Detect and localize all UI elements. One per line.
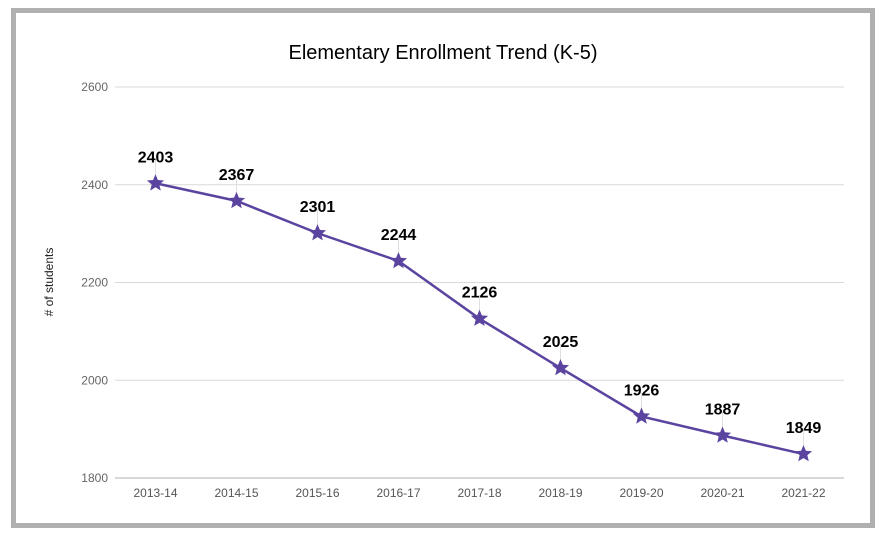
- data-label: 2244: [381, 227, 417, 244]
- y-tick-label: 1800: [81, 471, 108, 485]
- y-axis-label: # of students: [42, 248, 56, 317]
- data-label: 2367: [219, 167, 255, 184]
- y-tick-label: 2000: [81, 373, 108, 387]
- data-label: 2301: [300, 199, 336, 216]
- data-label: 1849: [786, 420, 822, 437]
- y-tick-label: 2200: [81, 276, 108, 290]
- data-point-star: [227, 191, 246, 209]
- data-point-star: [551, 359, 570, 376]
- x-tick-label: 2018-19: [538, 486, 582, 500]
- data-label: 2403: [138, 149, 174, 166]
- x-tick-label: 2016-17: [376, 486, 420, 500]
- y-tick-label: 2400: [81, 178, 108, 192]
- y-tick-label: 2600: [81, 80, 108, 94]
- data-label: 2025: [543, 334, 579, 351]
- data-label: 1887: [705, 401, 741, 418]
- x-tick-label: 2015-16: [295, 486, 339, 500]
- x-tick-label: 2019-20: [619, 486, 663, 500]
- data-point-star: [632, 407, 651, 424]
- chart-frame: [11, 8, 875, 528]
- data-point-star: [308, 224, 327, 241]
- x-tick-label: 2021-22: [781, 486, 825, 500]
- data-point-star: [794, 445, 813, 462]
- data-label: 2126: [462, 285, 498, 302]
- x-tick-label: 2014-15: [214, 486, 258, 500]
- data-label: 1926: [624, 382, 660, 399]
- data-point-star: [146, 174, 165, 191]
- x-tick-label: 2017-18: [457, 486, 501, 500]
- data-point-star: [389, 252, 408, 269]
- data-point-star: [713, 426, 732, 443]
- chart-title: Elementary Enrollment Trend (K-5): [288, 42, 597, 64]
- x-tick-label: 2020-21: [700, 486, 744, 500]
- x-tick-label: 2013-14: [133, 486, 177, 500]
- data-point-star: [470, 309, 489, 326]
